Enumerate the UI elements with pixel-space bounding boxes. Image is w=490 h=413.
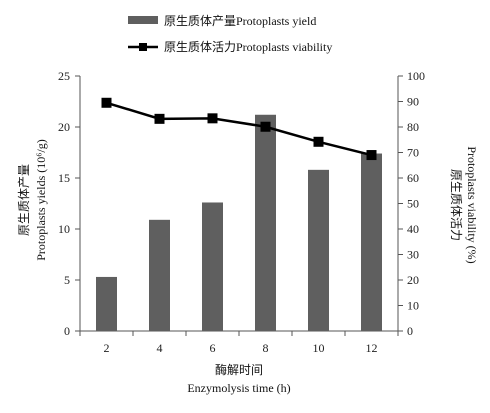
left-axis-label-cn: 原生质体产量 xyxy=(17,164,31,236)
line-series xyxy=(101,97,377,161)
viability-point xyxy=(207,113,218,124)
left-tick-label: 0 xyxy=(64,324,70,338)
left-tick-label: 10 xyxy=(58,222,70,236)
legend-label-viability: 原生质体活力Protoplasts viability xyxy=(164,40,332,54)
right-tick-label: 80 xyxy=(407,120,419,134)
viability-point xyxy=(101,97,112,108)
left-tick-label: 15 xyxy=(58,171,70,185)
bar xyxy=(361,153,382,331)
right-axis-label-en: Protoplasts viability (%) xyxy=(465,146,479,263)
legend-bar-swatch xyxy=(128,16,158,24)
bar xyxy=(255,114,276,331)
x-axis-label-cn: 酶解时间 xyxy=(215,362,263,377)
x-tick-label: 6 xyxy=(210,341,216,355)
bar xyxy=(96,276,117,331)
bar xyxy=(149,219,170,331)
right-tick-label: 20 xyxy=(407,273,419,287)
bar-series xyxy=(96,114,382,331)
bar xyxy=(202,202,223,331)
left-axis-label-en: Protoplasts yields (10⁶/g) xyxy=(34,139,48,261)
left-tick-label: 25 xyxy=(58,69,70,83)
right-tick-label: 70 xyxy=(407,146,419,160)
viability-line xyxy=(106,101,372,157)
right-tick-label: 10 xyxy=(407,299,419,313)
x-tick-label: 2 xyxy=(104,341,110,355)
right-tick-label: 50 xyxy=(407,197,419,211)
right-tick-label: 100 xyxy=(407,69,425,83)
right-tick-label: 60 xyxy=(407,171,419,185)
left-tick-label: 20 xyxy=(58,120,70,134)
right-axis-label-cn: 原生质体活力 xyxy=(449,169,463,241)
left-axis-ticks: 0 5 10 15 20 25 xyxy=(58,69,80,338)
x-axis-label-en: Enzymolysis time (h) xyxy=(187,381,290,395)
x-tick-label: 10 xyxy=(313,341,325,355)
right-tick-label: 40 xyxy=(407,222,419,236)
right-tick-label: 0 xyxy=(407,324,413,338)
left-tick-label: 5 xyxy=(64,273,70,287)
legend-marker-swatch xyxy=(139,43,147,51)
viability-point xyxy=(313,136,324,147)
viability-point xyxy=(154,113,165,124)
right-axis-ticks: 0 10 20 30 40 50 60 70 80 90 100 xyxy=(398,69,425,338)
viability-point xyxy=(260,121,271,132)
legend: 原生质体产量Protoplasts yield 原生质体活力Protoplast… xyxy=(128,14,332,54)
x-tick-label: 4 xyxy=(157,341,163,355)
x-tick-label: 8 xyxy=(263,341,269,355)
right-tick-label: 90 xyxy=(407,95,419,109)
legend-label-yield: 原生质体产量Protoplasts yield xyxy=(164,14,316,28)
x-axis-ticks: 2 4 6 8 10 12 xyxy=(79,331,399,355)
right-tick-label: 30 xyxy=(407,248,419,262)
bar xyxy=(308,169,329,331)
viability-point xyxy=(366,150,377,161)
x-tick-label: 12 xyxy=(366,341,378,355)
